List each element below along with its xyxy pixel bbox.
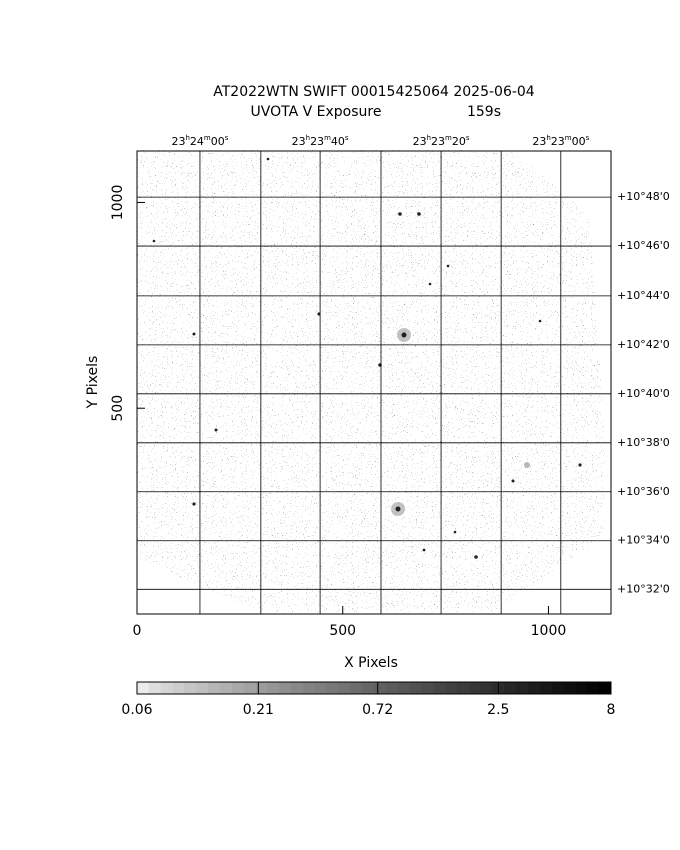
ra-label-part: 23 [292, 135, 306, 148]
colorbar-step [504, 682, 517, 694]
colorbar-step [196, 682, 209, 694]
ra-label-part: h [546, 134, 550, 142]
colorbar-step [184, 682, 197, 694]
colorbar-step [563, 682, 576, 694]
y-tick-label: 500 [110, 395, 126, 422]
colorbar-step [231, 682, 245, 694]
colorbar-step [516, 682, 529, 694]
ra-label-part: h [306, 134, 310, 142]
ra-label-part: m [565, 134, 572, 142]
colorbar-tick-label: 0.21 [243, 702, 274, 718]
ra-label-part: s [345, 134, 349, 142]
ra-tick-label: 23h23m40s [292, 134, 349, 148]
ra-label-part: 00 [211, 135, 225, 148]
colorbar-tick-label: 8 [607, 702, 616, 718]
colorbar-step [421, 682, 434, 694]
x-tick-label: 0 [133, 623, 142, 639]
dec-tick-label: +10°34'0 [617, 534, 670, 547]
ra-label-part: 40 [331, 135, 345, 148]
colorbar-step [409, 682, 422, 694]
dec-tick-label: +10°46'0 [617, 239, 670, 252]
colorbar-step [468, 682, 482, 694]
colorbar-step [397, 682, 411, 694]
colorbar-step [148, 682, 162, 694]
frame [136, 150, 612, 615]
title: AT2022WTN SWIFT 00015425064 2025-06-04 [213, 84, 535, 100]
colorbar-step [551, 682, 565, 694]
colorbar-step [385, 682, 399, 694]
ra-label-part: 23 [431, 135, 445, 148]
colorbar-step [208, 682, 221, 694]
y-axis-label: Y Pixels [85, 356, 101, 410]
ra-label-part: 23 [532, 135, 546, 148]
x-tick-label: 1000 [531, 623, 567, 639]
ra-label-part: s [466, 134, 470, 142]
ra-label-part: s [225, 134, 229, 142]
ra-label-part: 23 [171, 135, 185, 148]
colorbar-step [243, 682, 256, 694]
ra-label-part: h [427, 134, 431, 142]
exposure-area [137, 150, 606, 612]
colorbar-step [302, 682, 316, 694]
colorbar-step [279, 682, 292, 694]
colorbar-step [362, 682, 375, 694]
y-tick-label: 1000 [110, 185, 126, 221]
dec-tick-label: +10°40'0 [617, 387, 670, 400]
colorbar-step [291, 682, 304, 694]
subtitle: 159s [467, 104, 501, 120]
dec-tick-label: +10°44'0 [617, 289, 670, 302]
dec-tick-label: +10°42'0 [617, 338, 670, 351]
colorbar-step [528, 682, 541, 694]
colorbar-step [374, 682, 387, 694]
ra-label-part: 24 [190, 135, 204, 148]
image [137, 150, 606, 612]
ra-label-part: 23 [310, 135, 324, 148]
ra-label-part: 20 [452, 135, 466, 148]
ra-tick-label: 23h23m20s [413, 134, 470, 148]
dec-tick-label: +10°48'0 [617, 190, 670, 203]
ra-tick-label: 23h23m00s [532, 134, 589, 148]
colorbar-step [314, 682, 328, 694]
colorbar-step [599, 682, 612, 694]
colorbar-step [433, 682, 446, 694]
colorbar-step [267, 682, 280, 694]
ra-label-part: 23 [413, 135, 427, 148]
colorbar-step [445, 682, 458, 694]
ra-label-part: m [204, 134, 211, 142]
dec-tick-label: +10°32'0 [617, 582, 670, 595]
ra-label-part: s [586, 134, 590, 142]
ra-tick-label: 23h24m00s [171, 134, 228, 148]
colorbar-step [338, 682, 351, 694]
colorbar-step [137, 682, 150, 694]
x-tick-label: 500 [329, 623, 356, 639]
colorbar-step [350, 682, 363, 694]
ra-label-part: 00 [572, 135, 586, 148]
colorbar-step [575, 682, 588, 694]
colorbar-step [587, 682, 600, 694]
colorbar-tick-label: 0.72 [362, 702, 393, 718]
dec-tick-label: +10°36'0 [617, 485, 670, 498]
colorbar-tick-label: 0.06 [121, 702, 152, 718]
dec-tick-label: +10°38'0 [617, 436, 670, 449]
colorbar-step [172, 682, 185, 694]
ra-label-part: m [324, 134, 331, 142]
colorbar-step [160, 682, 174, 694]
ra-label-part: h [185, 134, 189, 142]
colorbar-step [539, 682, 553, 694]
ra-label-part: 23 [551, 135, 565, 148]
colorbar-step [255, 682, 268, 694]
ra-label-part: m [445, 134, 452, 142]
x-axis-label: X Pixels [344, 655, 398, 671]
colorbar-step [456, 682, 470, 694]
subtitle: UVOTA V Exposure [251, 104, 382, 120]
colorbar-step [219, 682, 233, 694]
colorbar-step [326, 682, 339, 694]
colorbar-tick-label: 2.5 [487, 702, 509, 718]
colorbar-step [480, 682, 493, 694]
